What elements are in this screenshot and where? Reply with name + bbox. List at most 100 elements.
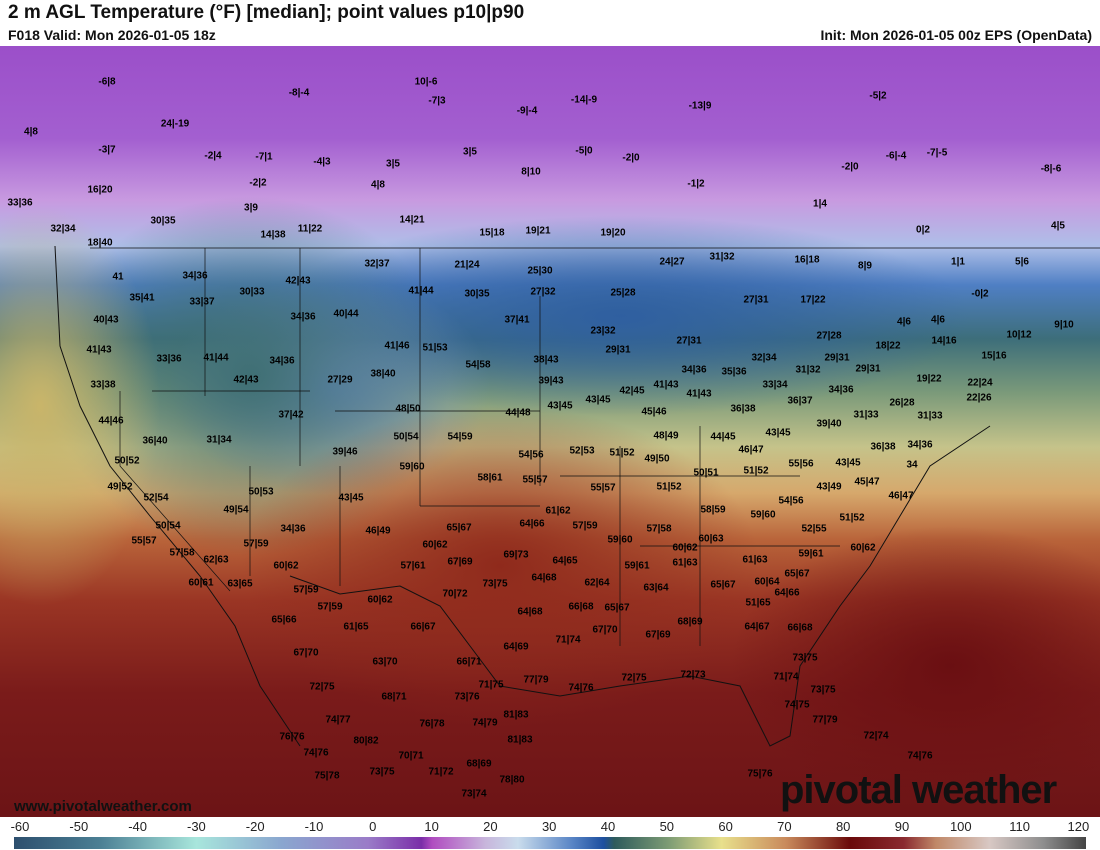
point-value: 41|43 (86, 344, 112, 356)
temperature-map: www.pivotalweather.com pivotal weather -… (0, 46, 1100, 817)
point-value: 70|72 (442, 588, 468, 600)
point-value: 32|37 (364, 258, 390, 270)
point-value: 27|32 (530, 286, 556, 298)
point-value: 14|38 (260, 229, 286, 241)
point-value: 62|64 (584, 577, 610, 589)
gulf-atlantic-coast (289, 425, 991, 747)
point-value: 67|69 (447, 556, 473, 568)
point-value: 22|24 (967, 377, 993, 389)
point-value: -2|0 (622, 152, 640, 164)
point-value: 30|35 (464, 288, 490, 300)
point-value: 62|63 (203, 554, 229, 566)
point-value: 73|76 (454, 691, 480, 703)
colorbar-tick-label: 60 (718, 819, 733, 834)
colorbar-tick-label: -30 (186, 819, 206, 834)
point-value: 66|71 (456, 656, 482, 668)
point-value: 34 (906, 459, 918, 471)
point-value: 74|75 (784, 699, 810, 711)
point-value: 46|49 (365, 525, 391, 537)
point-value: 34|36 (280, 523, 306, 535)
point-value: -1|2 (687, 178, 705, 190)
point-value: 46|47 (738, 444, 764, 456)
point-value: 57|58 (169, 547, 195, 559)
point-value: 72|75 (309, 681, 335, 693)
point-value: 38|43 (533, 354, 559, 366)
point-value: 64|66 (519, 518, 545, 530)
point-value: 63|65 (227, 578, 253, 590)
point-value: 27|29 (327, 374, 353, 386)
colorbar-tick-label: 0 (369, 819, 377, 834)
point-value: 58|59 (700, 504, 726, 516)
point-value: 74|76 (907, 750, 933, 762)
point-value: 29|31 (824, 352, 850, 364)
point-value: 4|5 (1051, 220, 1065, 232)
point-value: 43|45 (338, 492, 364, 504)
point-value: 81|83 (503, 709, 529, 721)
point-value: 41 (112, 271, 124, 283)
point-value: 58|61 (477, 472, 503, 484)
point-value: 65|67 (784, 568, 810, 580)
colorbar-tick-label: 110 (1009, 819, 1030, 834)
point-value: -2|2 (249, 177, 267, 189)
point-value: 14|21 (399, 214, 425, 226)
point-value: 51|52 (609, 447, 635, 459)
point-value: 78|80 (499, 774, 525, 786)
point-value: 41|44 (203, 352, 229, 364)
point-value: 51|65 (745, 597, 771, 609)
point-value: 81|83 (507, 734, 533, 746)
point-value: 64|65 (552, 555, 578, 567)
valid-time: F018 Valid: Mon 2026-01-05 18z (8, 27, 216, 43)
point-value: -6|-4 (885, 150, 907, 162)
point-value: 3|9 (244, 202, 258, 214)
point-value: 65|67 (446, 522, 472, 534)
point-value: 35|41 (129, 292, 155, 304)
point-value: 25|30 (527, 265, 553, 277)
point-value: -7|1 (255, 151, 273, 163)
point-value: 65|67 (604, 602, 630, 614)
point-value: 73|75 (810, 684, 836, 696)
point-value: 33|36 (156, 353, 182, 365)
colorbar-tick-label: 70 (777, 819, 792, 834)
point-value: 16|20 (87, 184, 113, 196)
point-value: 64|66 (774, 587, 800, 599)
point-value: 34|36 (681, 364, 707, 376)
point-value: 57|59 (293, 584, 319, 596)
point-value: -5|0 (575, 145, 593, 157)
point-value: 34|36 (182, 270, 208, 282)
colorbar-tick-label: -10 (304, 819, 324, 834)
point-value: 65|67 (710, 579, 736, 591)
point-value: 55|57 (590, 482, 616, 494)
point-value: 30|33 (239, 286, 265, 298)
point-value: 54|56 (518, 449, 544, 461)
point-value: 44|45 (710, 431, 736, 443)
point-value: 8|10 (521, 166, 541, 178)
point-value: 30|35 (150, 215, 176, 227)
point-value: 32|34 (751, 352, 777, 364)
point-value: 21|24 (454, 259, 480, 271)
point-value: 55|57 (522, 474, 548, 486)
point-value: 61|62 (545, 505, 571, 517)
point-value: 73|75 (369, 766, 395, 778)
point-value: 33|38 (90, 379, 116, 391)
point-value: 22|26 (966, 392, 992, 404)
point-value: 50|52 (114, 455, 140, 467)
point-value: 68|69 (677, 616, 703, 628)
point-value: 27|31 (676, 335, 702, 347)
point-value: 66|67 (410, 621, 436, 633)
point-value: 35|36 (721, 366, 747, 378)
point-value: -6|8 (98, 76, 116, 88)
point-value: 1|4 (813, 198, 827, 210)
point-value: 43|45 (835, 457, 861, 469)
colorbar-tick-label: 90 (894, 819, 910, 834)
point-value: 60|62 (850, 542, 876, 554)
point-value: 4|8 (24, 126, 38, 138)
point-value: 66|68 (787, 622, 813, 634)
point-value: 69|73 (503, 549, 529, 561)
point-value: 43|45 (585, 394, 611, 406)
point-value: 72|73 (680, 669, 706, 681)
map-title: 2 m AGL Temperature (°F) [median]; point… (8, 2, 525, 23)
point-value: 72|74 (863, 730, 889, 742)
colorbar-gradient (14, 837, 1086, 849)
point-value: 17|22 (800, 294, 826, 306)
point-value: 40|44 (333, 308, 359, 320)
